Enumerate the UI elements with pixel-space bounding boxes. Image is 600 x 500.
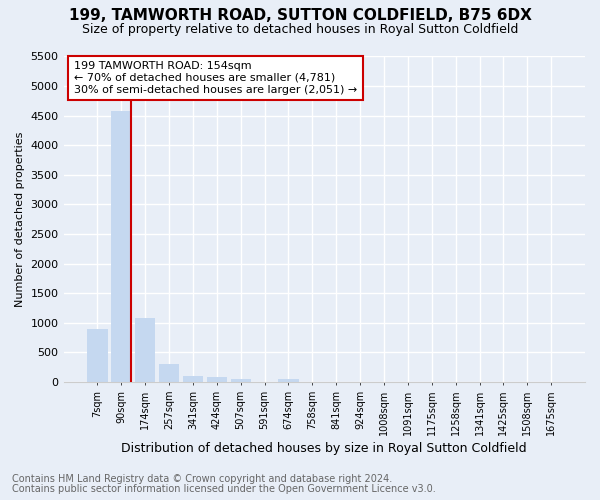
Bar	[230, 379, 251, 382]
Text: 199, TAMWORTH ROAD, SUTTON COLDFIELD, B75 6DX: 199, TAMWORTH ROAD, SUTTON COLDFIELD, B7…	[68, 8, 532, 22]
Text: Contains public sector information licensed under the Open Government Licence v3: Contains public sector information licen…	[12, 484, 436, 494]
Bar	[206, 376, 227, 382]
Text: Size of property relative to detached houses in Royal Sutton Coldfield: Size of property relative to detached ho…	[82, 22, 518, 36]
Text: 199 TAMWORTH ROAD: 154sqm
← 70% of detached houses are smaller (4,781)
30% of se: 199 TAMWORTH ROAD: 154sqm ← 70% of detac…	[74, 62, 357, 94]
Text: Contains HM Land Registry data © Crown copyright and database right 2024.: Contains HM Land Registry data © Crown c…	[12, 474, 392, 484]
Bar	[135, 318, 155, 382]
Bar	[183, 376, 203, 382]
Bar	[278, 379, 299, 382]
Bar	[87, 328, 107, 382]
X-axis label: Distribution of detached houses by size in Royal Sutton Coldfield: Distribution of detached houses by size …	[121, 442, 527, 455]
Bar	[111, 111, 131, 382]
Bar	[159, 364, 179, 382]
Y-axis label: Number of detached properties: Number of detached properties	[15, 132, 25, 307]
